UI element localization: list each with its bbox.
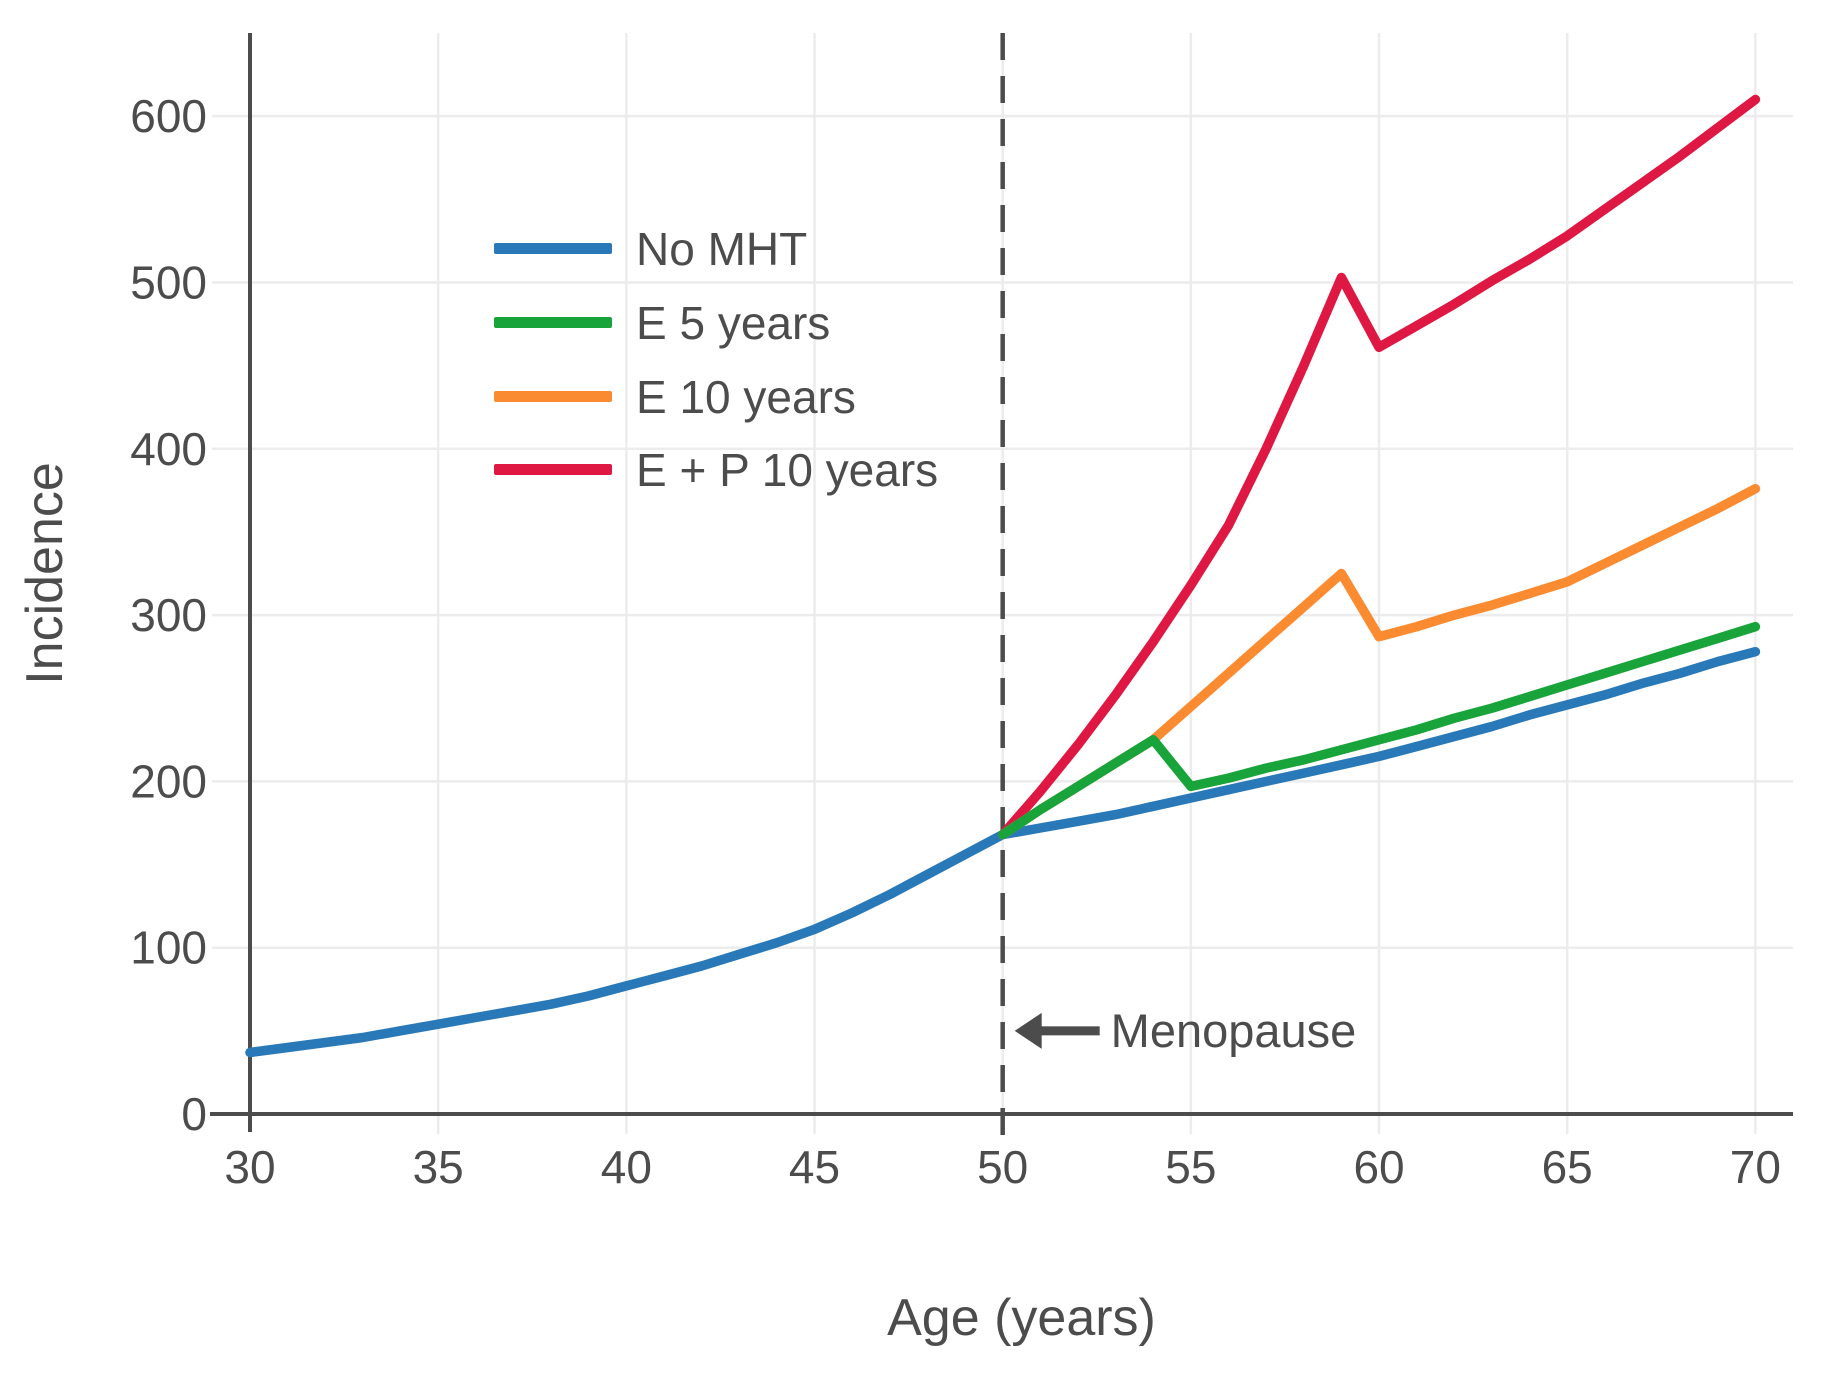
tick-labels: 30 35 40 45 50 55 60 65 70 0 100 200 300 400 500 600 — [130, 90, 1781, 1193]
x-tick-label: 40 — [601, 1141, 652, 1193]
legend-swatch-e-p-10-years — [494, 464, 612, 475]
legend-label: E 10 years — [636, 371, 856, 423]
x-tick-label: 60 — [1353, 1141, 1404, 1193]
y-tick-label: 400 — [130, 423, 207, 475]
x-axis-title: Age (years) — [887, 1289, 1156, 1347]
y-axis-title: Incidence — [16, 462, 74, 685]
legend-swatch-no-mht — [494, 243, 612, 254]
menopause-annotation: Menopause — [1014, 1004, 1357, 1057]
y-tick-label: 200 — [130, 755, 207, 807]
x-tick-label: 70 — [1730, 1141, 1781, 1193]
legend-item-e-p-10-years[interactable]: E + P 10 years — [494, 444, 938, 496]
annotation-label: Menopause — [1111, 1004, 1357, 1057]
legend-item-e-5-years[interactable]: E 5 years — [494, 297, 830, 349]
legend-label: E 5 years — [636, 297, 830, 349]
x-tick-label: 50 — [977, 1141, 1028, 1193]
axes — [210, 33, 1793, 1132]
x-tick-label: 45 — [789, 1141, 840, 1193]
y-tick-label: 0 — [181, 1088, 207, 1140]
y-tick-label: 600 — [130, 90, 207, 142]
legend-item-no-mht[interactable]: No MHT — [494, 223, 807, 275]
legend-item-e-10-years[interactable]: E 10 years — [494, 371, 856, 423]
legend-swatch-e-5-years — [494, 317, 612, 328]
arrow-shaft — [1039, 1026, 1100, 1036]
x-tick-label: 35 — [413, 1141, 464, 1193]
y-tick-label: 300 — [130, 589, 207, 641]
x-tick-label: 65 — [1542, 1141, 1593, 1193]
y-tick-label: 500 — [130, 256, 207, 308]
legend-swatch-e-10-years — [494, 391, 612, 402]
legend-label: No MHT — [636, 223, 807, 275]
legend-label: E + P 10 years — [636, 444, 938, 496]
series-line-e-p-10-years[interactable] — [997, 94, 1761, 840]
left-arrow-icon — [1014, 1012, 1042, 1049]
legend: No MHT E 5 years E 10 years E + P 10 years — [494, 223, 938, 496]
y-tick-label: 100 — [130, 922, 207, 974]
x-tick-label: 55 — [1165, 1141, 1216, 1193]
series-line-e-5-years[interactable] — [997, 621, 1761, 840]
x-tick-label: 30 — [224, 1141, 275, 1193]
